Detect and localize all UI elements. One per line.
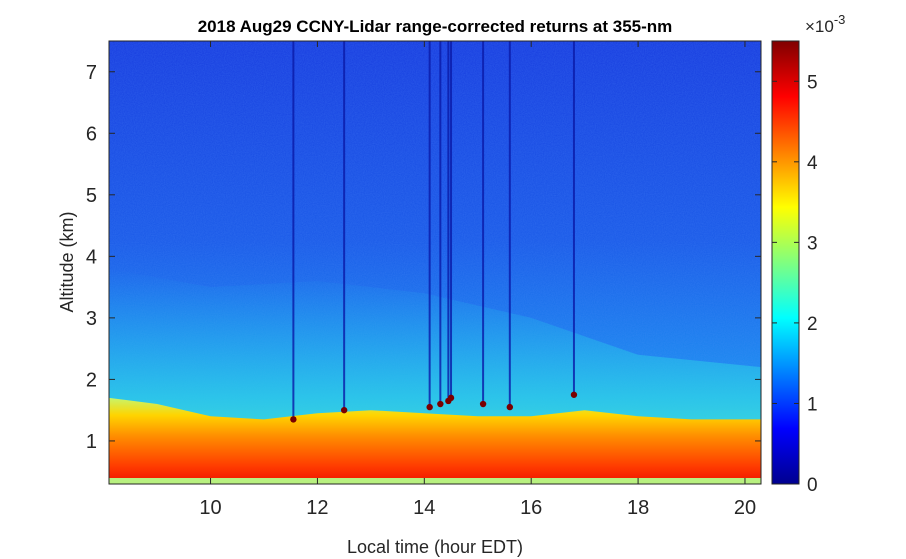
- colorbar-tick-label: 5: [807, 72, 818, 93]
- y-tick-label: 5: [86, 185, 97, 207]
- colorbar-tick-label: 4: [807, 153, 818, 174]
- plot-frame: [108, 40, 762, 485]
- colorbar: [771, 40, 800, 485]
- x-tick-label: 10: [199, 497, 221, 519]
- y-tick-label: 6: [86, 123, 97, 145]
- colorbar-tick-label: 0: [807, 475, 818, 496]
- x-tick-label: 18: [627, 497, 649, 519]
- y-tick-label: 7: [86, 62, 97, 84]
- colorbar-tick-label: 1: [807, 394, 818, 415]
- boundary-layer: [109, 397, 761, 484]
- cloud-mark: [447, 394, 455, 402]
- heatmap-area: [109, 41, 761, 484]
- x-tick-label: 12: [306, 497, 328, 519]
- colorbar-tick-label: 3: [807, 233, 818, 254]
- y-tick-label: 3: [86, 308, 97, 330]
- cloud-streaks: [290, 41, 578, 423]
- cloud-mark: [437, 400, 444, 408]
- cloud-mark: [479, 400, 487, 408]
- y-tick-label: 2: [86, 369, 97, 391]
- ground-band: [109, 478, 761, 484]
- cloud-mark: [570, 391, 578, 398]
- colorbar-ticks: 0 1 2 3 4 5: [772, 72, 818, 496]
- colorbar-tick-label: 2: [807, 314, 818, 335]
- x-tick-label: 16: [520, 497, 542, 519]
- y-axis-label: Altitude (km): [57, 211, 77, 312]
- chart-title: 2018 Aug29 CCNY-Lidar range-corrected re…: [198, 17, 673, 36]
- y-tick-label: 1: [86, 431, 97, 453]
- y-axis: 1 2 3 4 5 6 7: [86, 62, 761, 453]
- cloud-mark: [340, 406, 348, 414]
- cloud-mark: [426, 403, 433, 411]
- colorbar-scale-exponent: -3: [834, 12, 846, 27]
- colorbar-scale-base: ×10: [805, 17, 834, 36]
- cloud-mark: [506, 403, 514, 411]
- y-tick-label: 4: [86, 246, 97, 268]
- colorbar-scale-label: ×10-3: [805, 12, 845, 36]
- x-axis: 10 12 14 16 18 20: [199, 41, 756, 519]
- x-tick-label: 14: [413, 497, 435, 519]
- x-tick-label: 20: [734, 497, 756, 519]
- x-axis-label: Local time (hour EDT): [347, 537, 523, 557]
- cloud-mark: [290, 416, 297, 423]
